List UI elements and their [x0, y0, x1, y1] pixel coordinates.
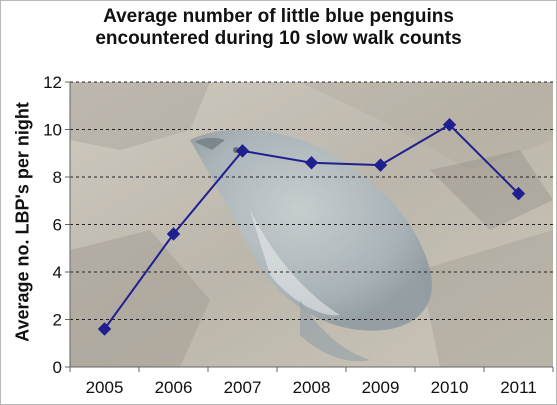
y-tick-label-0: 0 [53, 358, 62, 377]
x-tick-label-4: 2009 [362, 378, 400, 397]
data-point-2011 [511, 186, 526, 201]
x-tick-label-3: 2008 [293, 378, 331, 397]
y-axis-ticks: 0 2 4 6 8 10 12 [43, 73, 70, 377]
y-tick-label-2: 4 [53, 263, 62, 282]
x-tick-label-5: 2010 [431, 378, 469, 397]
horizontal-gridlines [70, 81, 553, 320]
x-axis-ticks: 2005 2006 2007 2008 2009 2010 2011 [69, 367, 554, 397]
y-tick-label-4: 8 [53, 168, 62, 187]
y-tick-label-1: 2 [53, 311, 62, 330]
data-point-2010 [442, 118, 457, 132]
y-tick-label-3: 6 [53, 216, 62, 235]
chart-title-line-1: Average number of little blue penguins [103, 6, 454, 27]
data-point-2008 [304, 156, 319, 170]
data-point-2007 [235, 144, 250, 158]
x-tick-label-0: 2005 [86, 378, 124, 397]
data-point-2005 [97, 322, 112, 336]
x-tick-label-2: 2007 [224, 378, 262, 397]
data-point-2009 [373, 158, 388, 172]
x-tick-label-1: 2006 [155, 378, 193, 397]
y-tick-label-5: 10 [43, 121, 62, 140]
chart-title-line-2: encountered during 10 slow walk counts [95, 28, 462, 49]
chart-title: Average number of little blue penguins e… [0, 6, 557, 50]
y-tick-label-6: 12 [43, 73, 62, 92]
series-markers [97, 118, 526, 336]
data-point-2006 [166, 227, 181, 241]
x-tick-label-6: 2011 [500, 378, 537, 397]
